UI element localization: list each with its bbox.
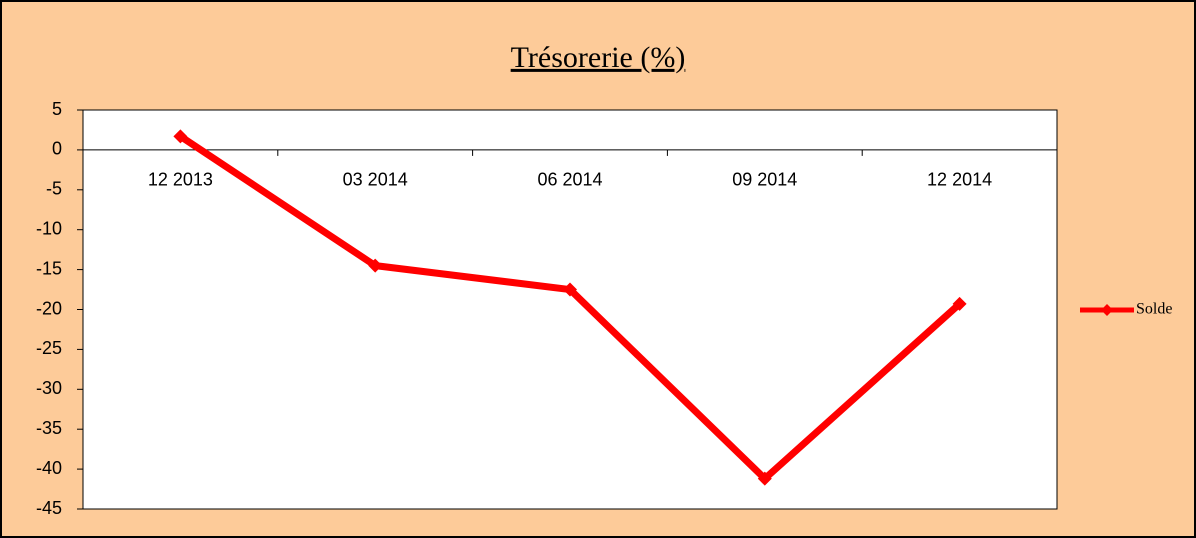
chart-title: Trésorerie (%) [511,41,686,74]
y-tick-label: -20 [36,298,62,318]
data-point [952,296,967,311]
y-tick-label: -45 [36,498,62,518]
y-tick-label: -5 [46,179,62,199]
y-tick-label: -25 [36,338,62,358]
x-tick-label: 09 2014 [732,170,797,190]
legend-marker [1101,304,1113,316]
legend-label: Solde [1136,301,1172,318]
x-tick-label: 03 2014 [343,170,408,190]
y-tick-label: 0 [52,139,62,159]
x-tick-label: 12 2014 [927,170,992,190]
y-tick-label: -10 [36,218,62,238]
x-tick-label: 12 2013 [148,170,213,190]
data-point [173,129,188,144]
y-tick-label: -30 [36,378,62,398]
data-point [757,471,772,486]
y-tick-label: -40 [36,458,62,478]
data-point [368,258,383,273]
y-tick-label: -35 [36,418,62,438]
y-tick-label: 5 [52,99,62,119]
y-tick-label: -15 [36,258,62,278]
x-tick-label: 06 2014 [537,170,602,190]
data-point [563,282,577,297]
